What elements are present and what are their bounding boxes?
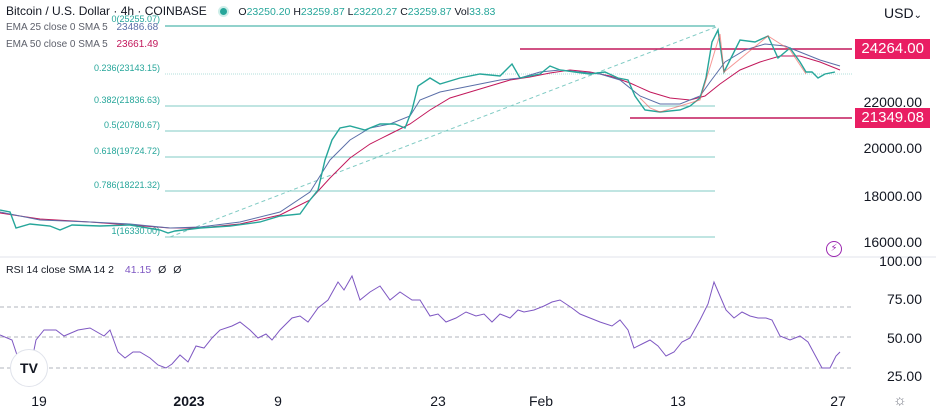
price-axis-label: 18000.00: [863, 188, 922, 204]
time-axis-label: 27: [830, 393, 846, 409]
ema50-value: 23661.49: [116, 39, 159, 50]
fib-trendline: [169, 26, 717, 238]
gear-icon[interactable]: ☼: [893, 392, 907, 409]
time-axis-label: 2023: [173, 393, 205, 409]
symbol-legend[interactable]: Bitcoin / U.S. Dollar · 4h · COINBASE O2…: [6, 4, 495, 18]
ema25-value: 23486.68: [116, 22, 159, 33]
fib-label-1: 1(16330.00): [111, 226, 160, 236]
chevron-down-icon: ⌄: [913, 10, 922, 21]
ema25-legend[interactable]: EMA 25 close 0 SMA 5 23486.68: [6, 22, 159, 33]
currency-selector[interactable]: USD⌄: [884, 5, 922, 21]
rsi-levels: [0, 306, 852, 369]
tradingview-logo[interactable]: TV: [10, 349, 48, 387]
price-axis-label: 20000.00: [863, 140, 922, 156]
market-status-dot: [220, 8, 228, 16]
time-axis-label: 9: [274, 393, 282, 409]
fib-label-0786: 0.786(18221.32): [93, 180, 160, 190]
fib-label-0382: 0.382(21836.63): [93, 95, 160, 105]
fib-label-05: 0.5(20780.67): [103, 120, 160, 130]
rsi-line: [0, 274, 841, 373]
time-axis-label: 23: [430, 393, 446, 409]
time-axis-label: 13: [670, 393, 686, 409]
price-path: [0, 27, 836, 234]
price-axis-label: 16000.00: [863, 234, 922, 250]
rsi-axis-label: 25.00: [886, 368, 922, 384]
ema50-line: [0, 55, 841, 229]
support-price-tag: 21349.08: [855, 108, 930, 128]
rsi-legend[interactable]: RSI 14 close SMA 14 2 41.15 Ø Ø: [6, 264, 182, 276]
lightning-icon[interactable]: ⚡: [826, 241, 842, 257]
ema50-legend[interactable]: EMA 50 close 0 SMA 5 23661.49: [6, 39, 159, 50]
time-axis-label: 19: [31, 393, 47, 409]
symbol-title: Bitcoin / U.S. Dollar · 4h · COINBASE: [6, 4, 207, 18]
rsi-axis-label: 75.00: [886, 291, 922, 307]
rsi-value: 41.15: [124, 264, 152, 276]
rsi-axis-label: 100.00: [879, 253, 922, 269]
ohlc-values: O23250.20 H23259.87 L23220.27 C23259.87 …: [238, 6, 496, 18]
fib-label-0618: 0.618(19724.72): [93, 146, 160, 156]
rsi-axis-label: 50.00: [886, 330, 922, 346]
fibonacci-retracement: [165, 25, 852, 238]
resistance-price-tag: 24264.00: [855, 39, 930, 59]
price-axis-label: 22000.00: [863, 94, 922, 110]
ema25-line: [0, 43, 841, 229]
fib-label-0236: 0.236(23143.15): [93, 63, 160, 73]
time-axis-label: Feb: [528, 393, 554, 409]
fib-label-0: 0(25255.07): [111, 14, 160, 24]
